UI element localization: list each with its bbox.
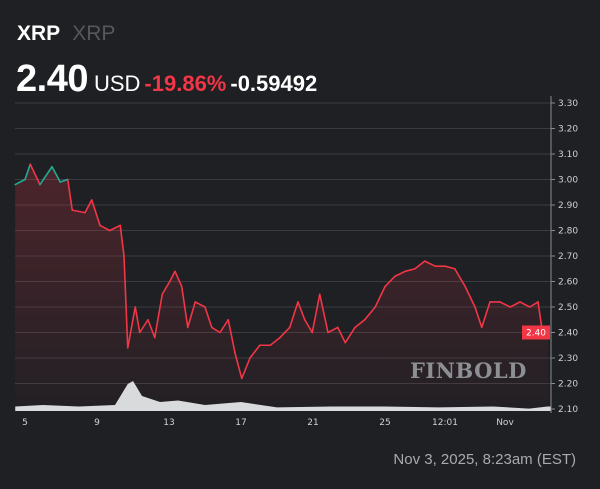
price-chart: FINBOLD 3.30 3.20 3.10 3.00 2.90 2.80 2.70 2.60… bbox=[14, 96, 578, 428]
finbold-watermark: FINBOLD bbox=[410, 358, 527, 383]
price-line-segment bbox=[269, 336, 281, 347]
x-tick-label: 21 bbox=[307, 418, 318, 428]
price-line-segment bbox=[327, 326, 339, 334]
price-line-segment bbox=[354, 318, 366, 329]
price-line-segment bbox=[59, 178, 69, 183]
price-line-segment bbox=[519, 301, 531, 308]
y-tick-label: 2.20 bbox=[558, 380, 578, 390]
price-line-segment bbox=[279, 326, 291, 339]
price-line-segment bbox=[528, 301, 539, 308]
price-area-fill bbox=[15, 164, 548, 409]
x-tick-label: 17 bbox=[235, 418, 246, 428]
price-line-segment bbox=[384, 275, 396, 288]
price-line-segment bbox=[108, 224, 122, 232]
price-line-segment bbox=[414, 260, 426, 270]
last-price-badge bbox=[522, 325, 550, 340]
price-line-segment bbox=[51, 165, 62, 183]
asset-symbol: XRP bbox=[17, 22, 61, 45]
price-line-segment bbox=[210, 326, 221, 334]
price-line-segment bbox=[126, 306, 137, 349]
price-line-segment bbox=[24, 163, 32, 181]
x-tick-label: 25 bbox=[379, 418, 390, 428]
price-line-segment bbox=[71, 209, 86, 214]
price-line-segment bbox=[234, 352, 243, 380]
price-line-segment bbox=[194, 301, 206, 308]
price-line-segment bbox=[311, 293, 321, 334]
price-line-segment bbox=[344, 326, 356, 344]
current-price: 2.40 bbox=[16, 58, 88, 100]
x-tick-label: 9 bbox=[94, 418, 100, 428]
price-line-segment bbox=[444, 265, 456, 270]
y-tick-label: 2.90 bbox=[558, 201, 578, 211]
price-line-segment bbox=[161, 280, 171, 296]
price-line-segment bbox=[480, 301, 491, 329]
price-line-segment bbox=[453, 267, 467, 288]
currency: USD bbox=[93, 71, 141, 96]
y-tick-label: 2.60 bbox=[558, 278, 578, 288]
y-tick-label: 2.80 bbox=[558, 227, 578, 237]
price-line-segment bbox=[186, 301, 197, 329]
last-price-label: 2.40 bbox=[526, 329, 546, 339]
price-row: 2.40 USD -19.86% -0.59492 bbox=[16, 58, 317, 101]
price-line-segment bbox=[297, 301, 306, 321]
change-percent: -19.86% bbox=[144, 71, 227, 96]
y-tick-label: 3.10 bbox=[558, 150, 578, 160]
volume-area bbox=[15, 381, 551, 411]
price-line-segment bbox=[119, 224, 125, 257]
price-line-segment bbox=[393, 270, 407, 278]
x-tick-label: Nov bbox=[496, 418, 514, 428]
y-tick-label: 2.70 bbox=[558, 252, 578, 262]
price-line-segment bbox=[288, 301, 299, 329]
price-line-segment bbox=[14, 178, 26, 186]
price-line-segment bbox=[464, 285, 476, 308]
price-line-segment bbox=[66, 178, 74, 211]
y-tick-label: 3.20 bbox=[558, 125, 578, 135]
x-tick-label: 5 bbox=[22, 418, 28, 428]
price-line-segment bbox=[363, 306, 377, 321]
price-line-segment bbox=[153, 293, 164, 339]
price-line-segment bbox=[174, 270, 183, 288]
price-line-segment bbox=[404, 267, 416, 273]
price-line-segment bbox=[29, 163, 41, 186]
price-line-segment bbox=[134, 306, 141, 334]
price-line-segment bbox=[138, 318, 149, 334]
price-line-segment bbox=[147, 318, 156, 339]
x-tick-label: 13 bbox=[163, 418, 174, 428]
price-line-segment bbox=[227, 318, 236, 354]
price-line-segment bbox=[318, 293, 329, 334]
price-line-segment bbox=[240, 357, 251, 380]
price-line-segment bbox=[219, 318, 230, 334]
price-line-segment bbox=[509, 301, 521, 308]
y-tick-label: 3.00 bbox=[558, 176, 578, 186]
price-line-segment bbox=[84, 199, 93, 214]
y-tick-label: 3.30 bbox=[558, 99, 578, 109]
y-tick-label: 2.30 bbox=[558, 354, 578, 364]
asset-header: XRP XRP bbox=[17, 22, 115, 46]
price-line-segment bbox=[423, 260, 437, 268]
price-line-segment bbox=[303, 318, 314, 334]
price-line-segment bbox=[99, 224, 111, 232]
change-value: -0.59492 bbox=[230, 71, 318, 96]
price-line-segment bbox=[474, 306, 483, 329]
price-line-segment bbox=[180, 285, 189, 329]
price-line-segment bbox=[249, 344, 261, 359]
asset-name: XRP bbox=[72, 22, 116, 45]
price-line-segment bbox=[123, 255, 129, 349]
price-line-segment bbox=[39, 165, 53, 186]
y-tick-label: 2.40 bbox=[558, 329, 578, 339]
x-tick-label: 12:01 bbox=[432, 418, 458, 428]
price-line-segment bbox=[90, 199, 101, 227]
price-line-segment bbox=[336, 326, 347, 344]
price-line-segment bbox=[168, 270, 176, 283]
price-line-segment bbox=[374, 285, 386, 308]
price-line-segment bbox=[537, 301, 543, 329]
y-tick-label: 2.10 bbox=[558, 405, 578, 415]
price-line-segment bbox=[498, 301, 512, 308]
timestamp: Nov 3, 2025, 8:23am (EST) bbox=[393, 451, 576, 468]
price-line-segment bbox=[204, 306, 213, 329]
y-tick-label: 2.50 bbox=[558, 303, 578, 313]
